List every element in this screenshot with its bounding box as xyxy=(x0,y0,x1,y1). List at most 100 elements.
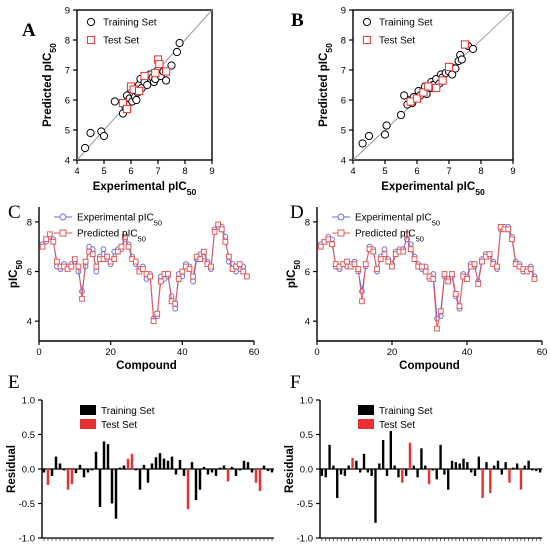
y-tick-label: -1.0 xyxy=(19,534,35,545)
y-axis-title: pIC50 xyxy=(8,260,24,288)
x-tick-label: 4 xyxy=(74,166,79,177)
test-point xyxy=(155,59,164,69)
predicted-point xyxy=(527,266,534,272)
predicted-point xyxy=(215,221,222,228)
y-axis-title: Predicted pIC50 xyxy=(318,43,334,127)
legend-test-swatch xyxy=(80,419,96,429)
training-point xyxy=(175,38,184,48)
training-bar xyxy=(343,469,347,476)
predicted-point xyxy=(222,238,229,245)
training-bar xyxy=(424,465,427,469)
x-tick-label: 0 xyxy=(314,347,319,358)
training-bar xyxy=(450,460,454,469)
x-tick-label: 7 xyxy=(446,166,451,177)
predicted-point xyxy=(381,251,388,258)
training-point xyxy=(162,76,171,85)
bar-panel-e: E -1.0 -0.5 0.0 0.5 1.0 Residual Training Set Te… xyxy=(6,372,274,545)
legend-test-swatch xyxy=(358,419,374,429)
predicted-point xyxy=(471,261,478,267)
x-axis-title: Experimental pIC50 xyxy=(93,181,197,197)
x-tick-label: 60 xyxy=(249,347,260,358)
training-bar xyxy=(210,469,214,473)
panel-letter-a: A xyxy=(22,20,36,41)
training-bar xyxy=(359,469,362,473)
training-bar xyxy=(531,469,534,471)
training-bar xyxy=(320,469,324,476)
y-axis-title-sub: 50 xyxy=(324,43,334,53)
predicted-point xyxy=(50,238,57,245)
legend-training-swatch xyxy=(80,405,96,415)
y-axis-title-main: pIC xyxy=(8,270,20,289)
x-tick-label: 5 xyxy=(382,166,387,177)
training-bar xyxy=(385,469,389,476)
training-bar xyxy=(86,469,90,473)
y-tick-label: 0.0 xyxy=(300,465,313,476)
x-tick-label: 20 xyxy=(105,347,116,358)
test-bar xyxy=(489,469,492,494)
training-bar xyxy=(347,465,350,469)
predicted-point xyxy=(422,268,429,275)
y-tick-label: 5 xyxy=(341,126,346,137)
legend-experimental-marker xyxy=(59,213,67,221)
predicted-point xyxy=(154,310,161,317)
predicted-point xyxy=(441,271,448,277)
training-bar xyxy=(466,462,469,469)
x-tick-label: 9 xyxy=(209,166,214,177)
test-point xyxy=(151,68,160,78)
legend-experimental-label-main: Experimental pIC xyxy=(355,213,432,224)
x-axis-title-sub: 50 xyxy=(475,187,485,197)
test-bar xyxy=(186,469,190,510)
y-tick-label: 8 xyxy=(341,36,346,47)
training-bar xyxy=(114,469,118,519)
legend-test-label: Test Set xyxy=(379,420,415,431)
predicted-point xyxy=(531,276,538,282)
training-bar xyxy=(222,465,226,469)
training-bar xyxy=(238,469,242,471)
y-axis-title-main: pIC xyxy=(286,270,298,289)
x-tick-label: 20 xyxy=(387,347,398,358)
x-tick-label: 9 xyxy=(510,166,515,177)
y-tick-label: 4 xyxy=(305,317,310,328)
training-bar xyxy=(150,463,154,469)
y-tick-label: 8 xyxy=(27,217,32,228)
y-tick-label: -0.5 xyxy=(297,499,313,510)
predicted-point xyxy=(404,231,410,238)
training-bar xyxy=(242,460,246,469)
training-bar xyxy=(122,465,126,469)
training-point xyxy=(86,128,95,138)
training-point xyxy=(400,91,409,100)
plot-frame xyxy=(352,9,514,161)
panel-letter-e: E xyxy=(8,372,20,393)
training-bar xyxy=(246,462,250,469)
x-tick-label: 40 xyxy=(177,347,188,358)
training-bar xyxy=(42,469,46,473)
legend-test-label: Test Set xyxy=(103,36,139,47)
predicted-point xyxy=(200,248,207,255)
y-tick-label: 9 xyxy=(65,6,70,17)
predicted-point xyxy=(509,236,515,243)
experimental-point xyxy=(93,268,100,275)
training-point xyxy=(380,130,390,139)
x-axis-title: Experimental pIC50 xyxy=(381,181,485,197)
training-bar xyxy=(162,458,166,469)
legend-predicted-label-main: Predicted pIC xyxy=(355,229,416,240)
predicted-point xyxy=(374,266,380,272)
predicted-point xyxy=(147,273,153,280)
training-bar xyxy=(178,460,182,469)
predicted-point xyxy=(54,258,60,265)
predicted-point xyxy=(140,266,146,272)
y-tick-label: 0.0 xyxy=(22,465,35,476)
y-axis-title: Residual xyxy=(6,445,18,493)
predicted-point xyxy=(385,258,392,265)
training-point xyxy=(364,131,374,141)
predicted-point xyxy=(89,251,96,258)
training-bar xyxy=(270,469,274,473)
training-bar xyxy=(54,456,58,469)
training-bar xyxy=(515,463,519,469)
training-bar xyxy=(142,464,146,469)
test-point xyxy=(122,104,132,114)
training-bar xyxy=(447,469,450,490)
legend-test-label: Test Set xyxy=(379,36,415,47)
